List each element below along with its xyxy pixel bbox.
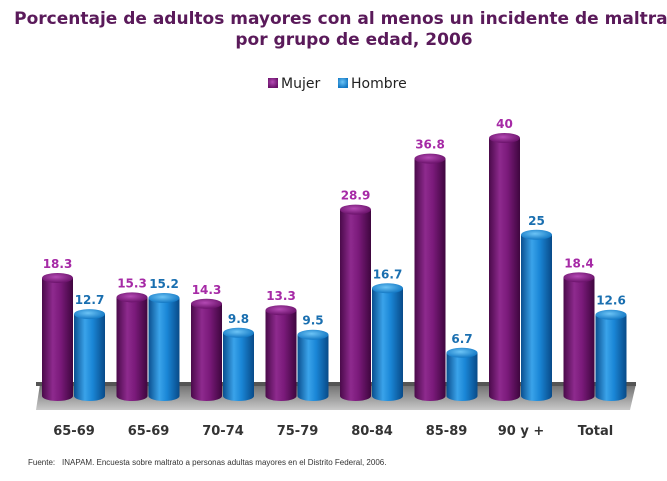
bar-base-mujer-1 bbox=[116, 391, 148, 401]
bar-mujer-6 bbox=[489, 138, 520, 396]
bar-cap-hombre-4 bbox=[372, 283, 403, 294]
bar-cap-hombre-5 bbox=[446, 347, 478, 358]
bar-cap-hombre-7 bbox=[595, 309, 627, 320]
bar-base-hombre-0 bbox=[74, 391, 105, 401]
value-label-mujer-1: 15.3 bbox=[117, 276, 147, 290]
legend-swatch-hombre bbox=[338, 78, 348, 88]
bar-mujer-3 bbox=[265, 310, 297, 396]
category-label-6: 90 y + bbox=[498, 424, 545, 439]
bar-base-mujer-4 bbox=[340, 391, 371, 401]
value-label-hombre-3: 9.5 bbox=[302, 314, 323, 328]
bar-hombre-7 bbox=[595, 314, 627, 396]
value-label-hombre-4: 16.7 bbox=[373, 267, 403, 281]
bar-hombre-5 bbox=[446, 352, 478, 396]
category-labels-layer: 65-69 65-69 70-74 75-79 80-84 85-89 90 y + Tota… bbox=[53, 424, 613, 439]
value-label-mujer-0: 18.3 bbox=[43, 257, 73, 271]
bar-cap-mujer-7 bbox=[563, 272, 595, 283]
category-label-5: 85-89 bbox=[426, 424, 468, 439]
bar-mujer-1 bbox=[116, 297, 148, 396]
category-label-3: 75-79 bbox=[277, 424, 319, 439]
bar-cap-mujer-5 bbox=[414, 153, 446, 164]
bar-cap-hombre-0 bbox=[74, 309, 105, 320]
bar-cap-hombre-2 bbox=[223, 327, 254, 338]
bar-base-hombre-3 bbox=[297, 391, 329, 401]
value-label-hombre-0: 12.7 bbox=[75, 293, 105, 307]
bar-cap-mujer-4 bbox=[340, 204, 371, 215]
bar-hombre-0 bbox=[74, 314, 105, 396]
value-label-hombre-5: 6.7 bbox=[451, 332, 472, 346]
bars-layer bbox=[42, 133, 627, 401]
bar-hombre-6 bbox=[521, 234, 552, 396]
bar-base-mujer-7 bbox=[563, 391, 595, 401]
bar-cap-mujer-3 bbox=[265, 305, 297, 316]
bar-base-hombre-2 bbox=[223, 391, 254, 401]
category-label-0: 65-69 bbox=[53, 424, 95, 439]
legend-swatch-mujer bbox=[268, 78, 278, 88]
chart-floor bbox=[36, 382, 636, 410]
bar-cap-mujer-6 bbox=[489, 133, 520, 143]
bar-cap-mujer-2 bbox=[191, 298, 222, 309]
bar-hombre-4 bbox=[372, 288, 403, 396]
bar-cap-mujer-0 bbox=[42, 272, 73, 283]
bar-hombre-3 bbox=[297, 334, 329, 396]
value-label-mujer-4: 28.9 bbox=[341, 189, 371, 203]
source-text: INAPAM. Encuesta sobre maltrato a person… bbox=[62, 458, 386, 467]
category-label-1: 65-69 bbox=[128, 424, 170, 439]
value-label-hombre-1: 15.2 bbox=[149, 277, 179, 291]
bar-mujer-0 bbox=[42, 277, 73, 396]
category-label-7: Total bbox=[578, 424, 614, 439]
value-label-mujer-3: 13.3 bbox=[266, 289, 296, 303]
value-label-hombre-7: 12.6 bbox=[596, 294, 626, 308]
legend-label-hombre: Hombre bbox=[351, 76, 407, 92]
bar-base-hombre-6 bbox=[521, 391, 552, 401]
bar-base-hombre-5 bbox=[446, 391, 478, 401]
bar-cap-mujer-1 bbox=[116, 292, 148, 303]
value-label-hombre-2: 9.8 bbox=[228, 312, 249, 326]
bar-mujer-2 bbox=[191, 303, 222, 396]
bar-base-mujer-2 bbox=[191, 391, 222, 401]
chart-title-line1: Porcentaje de adultos mayores con al men… bbox=[14, 9, 667, 29]
bar-cap-hombre-6 bbox=[521, 229, 552, 240]
value-label-mujer-2: 14.3 bbox=[192, 283, 222, 297]
bar-base-mujer-3 bbox=[265, 391, 297, 401]
bar-cap-hombre-3 bbox=[297, 329, 329, 340]
bar-hombre-2 bbox=[223, 332, 254, 396]
value-label-hombre-6: 25 bbox=[528, 214, 545, 228]
legend: Mujer Hombre bbox=[268, 76, 407, 92]
value-label-mujer-6: 40 bbox=[496, 117, 513, 131]
value-label-mujer-5: 36.8 bbox=[415, 138, 445, 152]
bar-base-mujer-0 bbox=[42, 391, 73, 401]
chart-title-line2: por grupo de edad, 2006 bbox=[235, 30, 472, 50]
source-label: Fuente: bbox=[28, 458, 55, 467]
bar-hombre-1 bbox=[148, 297, 180, 396]
bar-base-hombre-7 bbox=[595, 391, 627, 401]
category-label-4: 80-84 bbox=[351, 424, 393, 439]
value-labels-layer: 18.3 12.7 15.3 15.2 14.3 9.8 13.3 9.5 28.9 16.7 36… bbox=[43, 117, 626, 346]
legend-label-mujer: Mujer bbox=[281, 76, 320, 92]
bar-mujer-4 bbox=[340, 209, 371, 396]
bar-base-mujer-6 bbox=[489, 391, 520, 401]
bar-base-hombre-4 bbox=[372, 391, 403, 401]
bar-cap-hombre-1 bbox=[148, 292, 180, 303]
bar-mujer-5 bbox=[414, 158, 446, 396]
category-label-2: 70-74 bbox=[202, 424, 244, 439]
bar-base-hombre-1 bbox=[148, 391, 180, 401]
value-label-mujer-7: 18.4 bbox=[564, 256, 594, 270]
bar-mujer-7 bbox=[563, 277, 595, 396]
bar-base-mujer-5 bbox=[414, 391, 446, 401]
